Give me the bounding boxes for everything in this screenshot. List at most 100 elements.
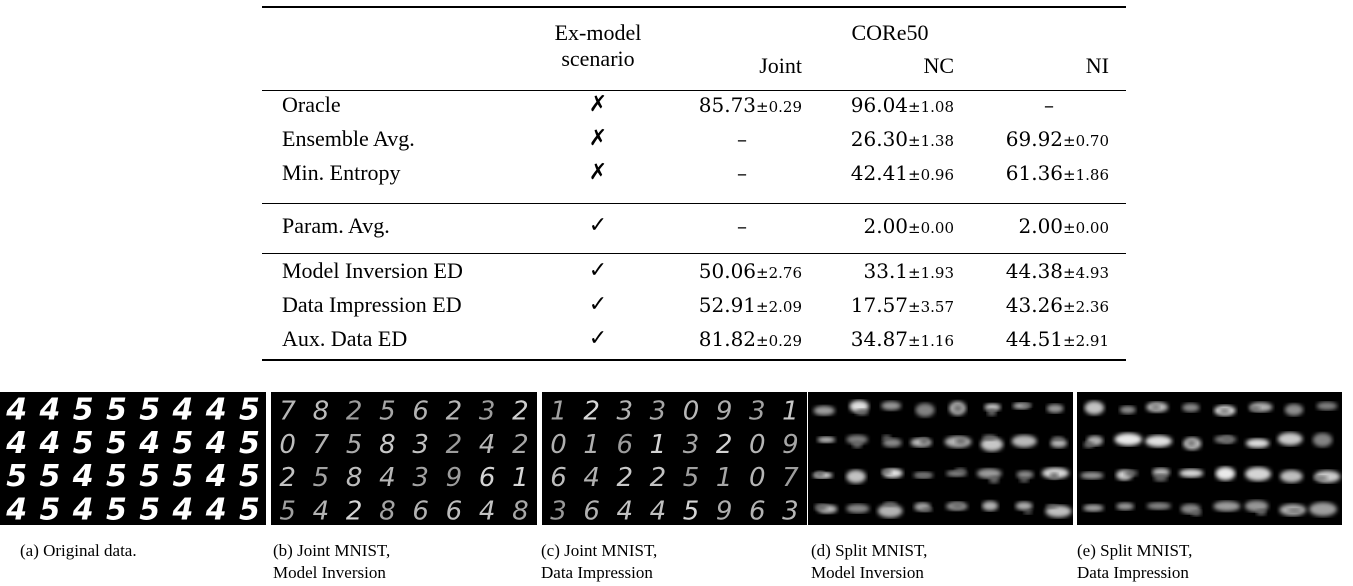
synthetic-sample-blob [1046,404,1064,413]
table-row-method: Oracle [282,92,341,117]
digit-glyph: 6 [550,463,567,493]
synthetic-sample-streak [1287,508,1302,513]
digit-glyph: 1 [650,430,667,460]
table-row-joint: – [702,213,782,241]
digit-glyph: 4 [479,496,496,525]
digit-glyph: 9 [782,430,799,460]
synthetic-sample-blob [1080,472,1104,479]
caption-c: (c) Joint MNIST, Data Impression [541,540,657,584]
table-row-ni: – [1009,92,1089,120]
synthetic-sample-streak [1191,509,1202,516]
digit-glyph: 8 [313,397,330,427]
digit-glyph: 0 [279,430,296,460]
table-row-ni-std: ±4.93 [1063,264,1109,282]
caption-d-line2: Model Inversion [811,563,924,582]
digit-glyph: 5 [239,459,260,494]
caption-d: (d) Split MNIST, Model Inversion [811,540,927,584]
digit-glyph: 5 [139,492,160,525]
synthetic-sample-streak [1313,475,1328,481]
table-row-method: Data Impression ED [282,292,462,317]
synthetic-sample-blob [1213,501,1241,512]
table-row-nc-value: 42.41 [850,161,909,185]
table-row-nc-std: ±1.38 [908,132,954,150]
digit-glyph: 5 [106,393,127,428]
table-row-nc-value: 33.1 [863,259,909,283]
digit-glyph: 6 [617,430,634,460]
digit-glyph: 1 [512,463,529,493]
table-row-joint-value: – [737,127,747,151]
synthetic-sample-blob [1182,403,1200,412]
table-row-nc-value: 2.00 [863,214,909,238]
synthetic-sample-blob [877,504,903,518]
synthetic-sample-streak [1256,508,1267,516]
synthetic-sample-streak [1049,472,1059,480]
synthetic-sample-streak [1083,441,1095,449]
table-row-ni-value: 44.51 [1005,327,1064,351]
table-group-rule-1 [262,203,1126,204]
synthetic-sample-streak [1151,404,1160,410]
header-col-joint: Joint [759,53,802,78]
synthetic-sample-blob [1119,405,1136,414]
table-row-joint-std: ±0.29 [756,332,802,350]
synthetic-sample-streak [1045,504,1058,509]
table-row-ni-value: 2.00 [1018,214,1064,238]
digit-glyph: 1 [716,463,733,493]
synthetic-sample-streak [855,408,869,416]
digit-glyph: 5 [139,459,160,494]
table-row-joint: – [702,126,782,154]
table-row-ni-value: 43.26 [1005,293,1064,317]
table-row-joint-value: – [737,214,747,238]
digit-glyph: 9 [716,496,733,525]
digit-glyph: 5 [39,492,60,525]
table-row-ni-value: 69.92 [1005,127,1064,151]
table-row-nc-std: ±1.16 [908,332,954,350]
digit-glyph: 8 [346,463,363,493]
synthetic-sample-blob [1016,470,1034,479]
synthetic-sample-streak [988,475,1000,484]
table-row-ni-value: 44.38 [1005,259,1064,283]
caption-e-line1: (e) Split MNIST, [1077,541,1193,560]
synthetic-sample-blob [1277,432,1303,446]
caption-c-line1: (c) Joint MNIST, [541,541,658,560]
table-row-joint-value: 85.73 [698,93,757,117]
digit-glyph: 3 [683,430,700,460]
digit-glyph: 0 [550,430,567,460]
digit-glyph: 2 [716,430,733,460]
synthetic-sample-blob [1050,438,1068,448]
digit-glyph: 4 [205,492,227,525]
table-row-ni-std: ±2.36 [1063,298,1109,316]
digit-glyph: 2 [617,463,634,493]
table-row-nc-value: 34.87 [850,327,909,351]
synthetic-sample-streak [883,501,897,507]
table-row-nc: 17.57±3.57 [794,292,954,320]
table-row-nc: 33.1±1.93 [794,258,955,286]
synthetic-sample-blob [1280,470,1303,483]
synthetic-sample-blob [976,468,1002,479]
table-row-nc-value: 17.57 [850,293,909,317]
digit-glyph: 4 [5,492,27,525]
table-row-joint-value: 81.82 [698,327,757,351]
digit-glyph: 5 [346,430,363,460]
digit-glyph: 6 [583,496,600,525]
digit-glyph: 3 [782,496,799,525]
digit-glyph: 1 [782,397,799,427]
digit-glyph: 4 [72,459,94,494]
synthetic-sample-streak [955,437,967,445]
synthetic-sample-streak [815,470,825,478]
digit-glyph: 3 [749,397,766,427]
digit-glyph: 5 [683,463,700,493]
synthetic-sample-blob [1152,467,1170,477]
synthetic-sample-streak [1019,477,1030,483]
digit-glyph: 5 [239,426,260,461]
digit-glyph: 6 [749,496,766,525]
table-row-ni-std: ±1.86 [1063,166,1109,184]
synthetic-sample-blob [813,405,835,416]
figure-panel-e [1077,392,1342,525]
digit-glyph: 5 [313,463,330,493]
digit-glyph: 2 [650,463,667,493]
synthetic-sample-streak [852,440,863,449]
synthetic-sample-blob [846,434,868,445]
table-row-ni: 43.26±2.36 [949,292,1109,320]
table-row-exmodel-mark: ✗ [588,160,608,185]
